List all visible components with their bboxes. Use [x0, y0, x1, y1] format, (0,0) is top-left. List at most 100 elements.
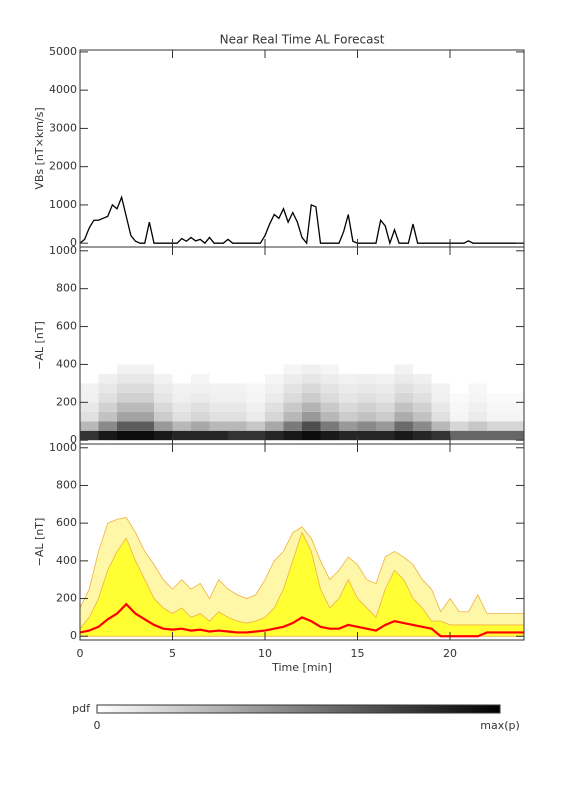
heat-cell	[320, 383, 339, 393]
heat-cell	[320, 421, 339, 431]
heat-cell	[191, 430, 210, 441]
heat-cell	[209, 430, 228, 441]
heat-cell	[228, 383, 247, 393]
y-axis-label: −AL [nT]	[33, 321, 46, 370]
heat-cell	[413, 411, 432, 422]
heat-cell	[154, 373, 173, 384]
heat-cell	[320, 392, 339, 403]
y-axis-label: VBs [nT×km/s]	[33, 107, 46, 189]
heat-cell	[413, 383, 432, 393]
heat-cell	[320, 373, 339, 384]
heat-cell	[246, 430, 265, 441]
heat-cell	[80, 411, 99, 422]
heat-cell	[246, 411, 265, 422]
heat-cell	[413, 430, 432, 441]
heat-cell	[339, 392, 358, 403]
heat-cell	[265, 364, 284, 374]
y-tick-label: 200	[56, 592, 77, 605]
heat-cell	[246, 383, 265, 393]
heat-cell	[339, 421, 358, 431]
heat-cell	[246, 421, 265, 431]
heat-cell	[265, 383, 284, 393]
heat-cell	[339, 364, 358, 374]
heat-cell	[394, 373, 413, 384]
heat-cell	[283, 421, 302, 431]
x-tick-label: 15	[351, 647, 365, 660]
heat-cell	[80, 383, 99, 393]
heat-cell	[228, 411, 247, 422]
heat-cell	[394, 383, 413, 393]
heat-cell	[487, 421, 506, 431]
heat-cell	[98, 421, 117, 431]
heat-cell	[265, 402, 284, 412]
heat-cell	[431, 392, 450, 403]
heat-cell	[283, 364, 302, 374]
y-tick-label: 2000	[49, 160, 77, 173]
heat-cell	[135, 402, 154, 412]
heat-cell	[376, 373, 395, 384]
heat-cell	[487, 411, 506, 422]
heat-cell	[154, 392, 173, 403]
heat-cell	[228, 402, 247, 412]
heat-cell	[376, 421, 395, 431]
heat-cell	[80, 392, 99, 403]
heat-cell	[450, 430, 469, 441]
heat-cell	[154, 364, 173, 374]
heat-cell	[209, 373, 228, 384]
heat-cell	[505, 430, 524, 441]
heat-cell	[80, 364, 99, 374]
data-line	[79, 195, 524, 246]
heat-cell	[191, 411, 210, 422]
y-tick-label: 0	[70, 433, 77, 446]
y-tick-label: 3000	[49, 121, 77, 134]
heat-cell	[339, 430, 358, 441]
heat-cell	[468, 421, 487, 431]
y-tick-label: 0	[70, 236, 77, 249]
plot-frame	[79, 443, 525, 641]
heat-cell	[394, 421, 413, 431]
y-tick-label: 4000	[49, 83, 77, 96]
heat-cell	[450, 364, 469, 374]
chart-title: Near Real Time AL Forecast	[220, 33, 385, 47]
heat-cell	[228, 392, 247, 403]
heat-cell	[431, 373, 450, 384]
heat-cell	[302, 373, 321, 384]
heat-cell	[302, 383, 321, 393]
heat-cell	[117, 383, 136, 393]
y-tick-label: 800	[56, 478, 77, 491]
y-axis-label: −AL [nT]	[33, 518, 46, 567]
y-tick-label: 1000	[49, 441, 77, 454]
heat-cell	[302, 392, 321, 403]
heat-cell	[376, 411, 395, 422]
heat-cell	[320, 402, 339, 412]
heat-cell	[431, 364, 450, 374]
heat-cell	[209, 421, 228, 431]
heat-cell	[487, 383, 506, 393]
heat-cell	[394, 411, 413, 422]
y-tick-label: 1000	[49, 198, 77, 211]
heat-cell	[450, 392, 469, 403]
heat-cell	[135, 373, 154, 384]
heat-cell	[246, 392, 265, 403]
heat-cell	[468, 430, 487, 441]
heat-cell	[505, 373, 524, 384]
heat-cell	[413, 364, 432, 374]
heat-cell	[339, 411, 358, 422]
heat-cell	[98, 364, 117, 374]
heat-cell	[505, 364, 524, 374]
heat-cell	[80, 421, 99, 431]
heat-cell	[117, 364, 136, 374]
heat-cell	[505, 411, 524, 422]
heat-cell	[135, 364, 154, 374]
heat-cell	[191, 392, 210, 403]
heat-cell	[431, 383, 450, 393]
heat-cell	[265, 411, 284, 422]
heat-cell	[357, 373, 376, 384]
heat-cell	[98, 373, 117, 384]
heat-cell	[265, 430, 284, 441]
colorbar-label: pdf	[72, 702, 91, 715]
heat-cell	[265, 392, 284, 403]
heat-cell	[505, 383, 524, 393]
heat-cell	[394, 430, 413, 441]
